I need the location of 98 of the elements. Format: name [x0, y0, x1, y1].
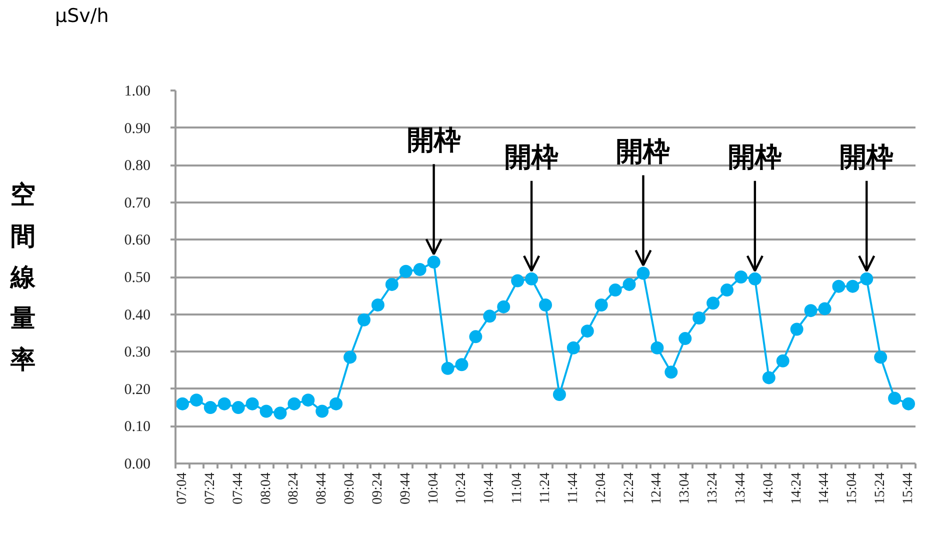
point	[622, 278, 636, 291]
point	[399, 264, 412, 278]
x-tick-label: 13:04	[678, 472, 693, 504]
point	[539, 298, 552, 312]
point	[776, 354, 790, 368]
x-tick-label: 14:44	[817, 472, 832, 504]
point	[720, 284, 734, 297]
point	[846, 280, 860, 293]
x-tick-label: 09:04	[342, 472, 358, 504]
point	[832, 280, 846, 293]
x-tick-label: 12:44	[650, 472, 665, 504]
point	[469, 330, 482, 344]
y-tick-label: 0.20	[124, 382, 150, 398]
point	[580, 324, 594, 338]
point	[357, 313, 370, 326]
point	[888, 392, 902, 405]
point	[413, 263, 426, 276]
point	[385, 278, 398, 291]
point	[232, 401, 245, 414]
annotation: 開枠	[616, 136, 670, 168]
y-axis-title: 空間線量率	[9, 180, 36, 374]
x-tick-label: 07:44	[230, 472, 246, 504]
x-tick-label: 12:04	[594, 472, 609, 504]
x-tick-label: 14:24	[789, 472, 804, 504]
annotation: 開枠	[406, 125, 461, 156]
y-tick-label: 0.80	[124, 158, 150, 174]
y-tick-label: 0.90	[124, 120, 150, 137]
x-tick-label: 10:24	[454, 472, 470, 504]
point	[902, 397, 916, 410]
x-tick-label: 13:44	[733, 472, 748, 504]
point	[274, 406, 287, 420]
x-tick-label: 09:24	[370, 472, 386, 504]
point	[483, 310, 496, 323]
point	[790, 322, 804, 336]
point	[190, 394, 203, 407]
point	[371, 298, 384, 312]
point	[427, 256, 440, 269]
point	[594, 298, 608, 312]
point	[246, 397, 259, 410]
point	[511, 274, 524, 288]
y-tick-label: 0.70	[124, 195, 150, 212]
y-tick-label: 0.60	[124, 232, 150, 249]
x-tick-label: 15:24	[873, 472, 888, 504]
point	[204, 401, 217, 414]
point	[608, 284, 622, 297]
x-tick-label: 11:44	[566, 472, 581, 504]
point	[344, 350, 357, 364]
point	[818, 302, 832, 316]
point	[692, 312, 706, 325]
x-tick-label: 15:04	[845, 472, 860, 504]
x-tick-label: 11:24	[538, 472, 553, 504]
y-tick-label: 0.10	[124, 419, 150, 436]
point	[874, 350, 888, 364]
point	[441, 362, 454, 375]
point	[734, 270, 748, 284]
point	[748, 272, 762, 286]
annotation: 開枠	[504, 142, 559, 173]
point	[176, 397, 189, 410]
text: μSv/h	[55, 4, 109, 28]
point	[678, 332, 692, 346]
point	[525, 272, 538, 286]
x-tick-label: 13:24	[706, 472, 721, 504]
annotation: 開枠	[840, 142, 894, 173]
x-tick-label: 07:04	[174, 472, 190, 504]
point	[288, 397, 301, 410]
x-tick-label: 14:04	[761, 472, 776, 504]
y-tick-label: 0.40	[124, 307, 150, 324]
x-tick-label: 10:04	[426, 472, 442, 504]
y-tick-label: 0.50	[124, 270, 150, 286]
x-tick-label: 08:44	[314, 472, 330, 504]
point	[552, 388, 566, 401]
point	[497, 300, 510, 314]
y-tick-label: 0.00	[124, 456, 150, 472]
x-tick-label: 12:24	[622, 472, 637, 504]
x-tick-label: 09:44	[398, 472, 414, 504]
point	[636, 266, 650, 280]
point	[316, 404, 329, 418]
point	[706, 296, 720, 310]
point	[650, 341, 664, 354]
x-tick-label: 08:04	[258, 472, 274, 504]
point	[762, 371, 776, 384]
point	[664, 366, 678, 379]
x-tick-label: 11:04	[510, 472, 526, 504]
annotation: 開枠	[728, 142, 782, 173]
point	[330, 397, 343, 410]
x-tick-label: 15:44	[901, 472, 916, 504]
point	[455, 358, 468, 372]
point	[260, 404, 273, 418]
x-tick-label: 08:24	[286, 472, 302, 504]
point	[860, 272, 874, 286]
y-tick-label: 0.30	[124, 344, 150, 361]
point	[804, 304, 818, 318]
point	[566, 341, 580, 354]
y-tick-label: 1.00	[124, 84, 150, 100]
point	[302, 394, 315, 407]
point	[218, 397, 231, 410]
x-tick-label: 07:24	[202, 472, 218, 504]
x-tick-label: 10:44	[482, 472, 498, 504]
